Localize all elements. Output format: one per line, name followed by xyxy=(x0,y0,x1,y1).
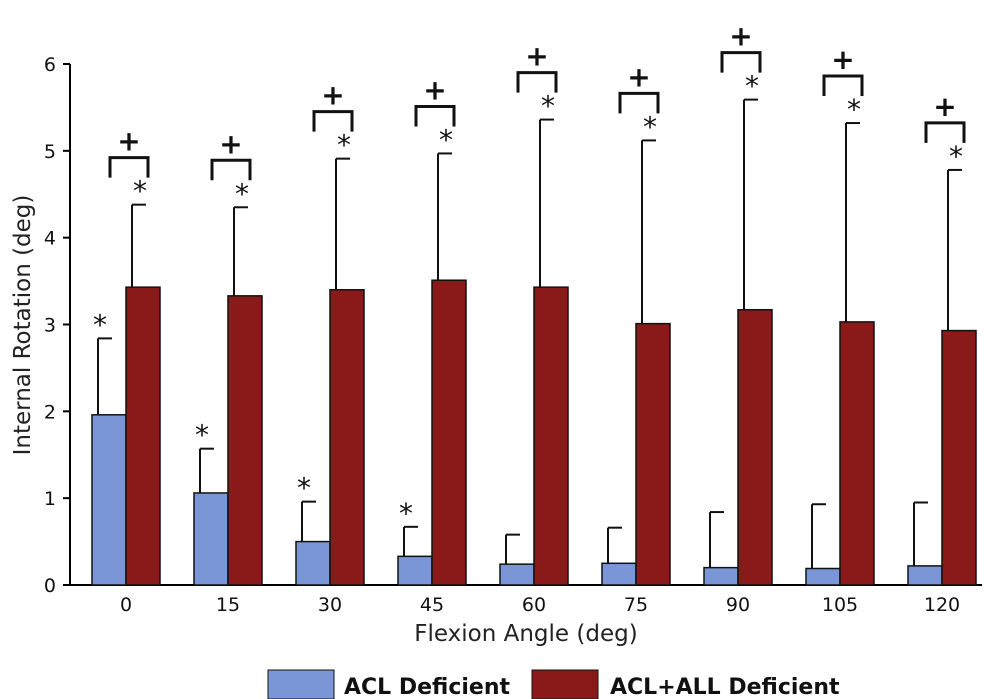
bar-acl-all-deficient xyxy=(839,321,875,586)
bar-acl-deficient xyxy=(601,562,637,586)
pair-significance-plus: + xyxy=(831,43,854,76)
x-tick-label: 30 xyxy=(318,594,342,616)
significance-star: * xyxy=(643,110,657,143)
bar-acl-all-deficient xyxy=(635,322,671,586)
x-tick-label: 45 xyxy=(420,594,444,616)
bar-acl-deficient xyxy=(499,563,535,586)
bar-acl-all-deficient xyxy=(533,286,569,586)
y-tick-label: 6 xyxy=(44,54,56,76)
significance-star: * xyxy=(399,497,413,530)
significance-star: * xyxy=(235,177,249,210)
x-tick-label: 75 xyxy=(624,594,648,616)
y-tick-label: 0 xyxy=(44,575,56,597)
significance-star: * xyxy=(541,90,555,123)
significance-star: * xyxy=(745,70,759,103)
pair-significance-plus: + xyxy=(423,73,446,106)
significance-star: * xyxy=(337,129,351,162)
bar-acl-all-deficient xyxy=(329,289,365,586)
bars xyxy=(91,98,977,586)
pair-bracket xyxy=(822,74,864,97)
significance-star: * xyxy=(297,472,311,505)
x-tick-label: 120 xyxy=(924,594,960,616)
pair-significance-plus: + xyxy=(321,79,344,112)
x-tick-label: 105 xyxy=(822,594,858,616)
significance-star: * xyxy=(195,419,209,452)
significance-star: * xyxy=(949,140,963,173)
pair-significance-plus: + xyxy=(525,40,548,73)
pair-significance-plus: + xyxy=(219,127,242,160)
legend-label-acl-deficient: ACL Deficient xyxy=(344,675,511,699)
legend-swatch-acl-all-deficient xyxy=(531,669,599,699)
bar-acl-deficient xyxy=(295,540,331,586)
bar-acl-deficient xyxy=(907,565,943,586)
bar-acl-deficient xyxy=(91,414,127,586)
bar-acl-deficient xyxy=(703,566,739,586)
bar-acl-all-deficient xyxy=(941,329,977,586)
bar-acl-deficient xyxy=(193,492,229,586)
pair-bracket xyxy=(720,51,762,73)
significance-star: * xyxy=(93,308,107,341)
pair-bracket xyxy=(312,110,354,132)
bar-acl-all-deficient xyxy=(431,279,467,586)
y-tick-label: 3 xyxy=(44,315,56,337)
x-ticks: 0 15 30 45 60 75 90 105 120 xyxy=(120,594,960,616)
pair-bracket xyxy=(108,156,150,178)
significance-star: * xyxy=(847,93,861,126)
pair-bracket xyxy=(924,121,966,143)
pair-bracket xyxy=(618,91,660,114)
y-tick-label: 2 xyxy=(44,401,56,423)
x-tick-label: 0 xyxy=(120,594,132,616)
significance-star: * xyxy=(133,175,147,208)
y-axis-title: Internal Rotation (deg) xyxy=(10,195,36,456)
significance-annotations: * * * * * * * * * * * * * + + + + + + + + + xyxy=(93,20,966,530)
y-tick-label: 5 xyxy=(44,141,56,163)
y-ticks: 0 1 2 3 4 5 6 xyxy=(44,54,70,597)
pair-significance-plus: + xyxy=(627,60,650,93)
x-tick-label: 90 xyxy=(726,594,750,616)
legend-label-acl-all-deficient: ACL+ALL Deficient xyxy=(610,675,840,699)
legend-swatch-acl-deficient xyxy=(267,669,335,699)
bar-acl-deficient xyxy=(397,555,433,586)
bar-acl-all-deficient xyxy=(227,295,263,586)
x-tick-label: 15 xyxy=(216,594,240,616)
legend: ACL Deficient ACL+ALL Deficient xyxy=(267,669,840,699)
y-tick-label: 1 xyxy=(44,488,56,510)
pair-significance-plus: + xyxy=(729,20,752,53)
bar-acl-all-deficient xyxy=(125,286,161,586)
pair-bracket xyxy=(210,158,252,181)
pair-bracket xyxy=(414,104,456,127)
bar-acl-all-deficient xyxy=(737,308,773,586)
significance-star: * xyxy=(439,123,453,156)
bar-acl-deficient xyxy=(805,567,841,586)
x-tick-label: 60 xyxy=(522,594,546,616)
pair-significance-plus: + xyxy=(933,90,956,123)
y-tick-label: 4 xyxy=(44,228,56,250)
pair-bracket xyxy=(516,71,558,93)
x-axis-title: Flexion Angle (deg) xyxy=(414,621,637,647)
pair-significance-plus: + xyxy=(117,125,140,158)
